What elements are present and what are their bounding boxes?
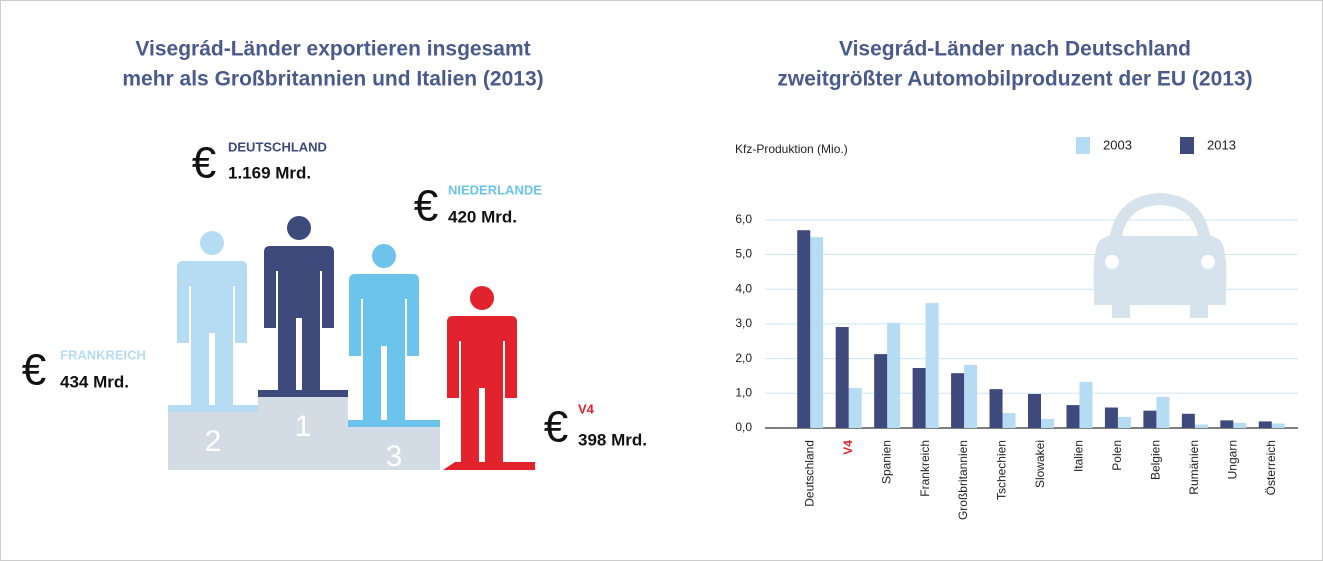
podium-top	[168, 405, 258, 412]
bar	[1028, 393, 1041, 428]
person-body	[349, 274, 419, 420]
podium-top	[348, 420, 440, 427]
x-tick-label: Polen	[1110, 440, 1124, 471]
currency: €	[544, 403, 568, 452]
person	[447, 286, 517, 462]
right-title: Visegrád-Länder nach Deutschland	[839, 38, 1191, 61]
bar	[797, 230, 811, 428]
person-body	[177, 261, 247, 405]
value-label: 1.169 Mrd.	[228, 163, 311, 182]
podium-block	[258, 390, 348, 470]
bar	[848, 388, 862, 428]
y-tick-label: 3,0	[735, 316, 752, 330]
legend-swatch	[1076, 137, 1090, 154]
podium-rank: 1	[295, 410, 312, 443]
currency: €	[22, 346, 46, 395]
bar	[989, 389, 1003, 428]
axis-label: Kfz-Produktion (Mio.)	[735, 142, 848, 156]
bar	[1066, 405, 1080, 428]
person	[264, 216, 334, 390]
x-tick-label: Spanien	[879, 440, 893, 484]
country-label: V4	[578, 401, 595, 416]
currency: €	[192, 139, 216, 188]
bar	[912, 367, 926, 428]
bar	[925, 303, 939, 428]
podium-block	[348, 420, 440, 470]
bar	[1104, 407, 1118, 428]
bar	[1220, 420, 1234, 428]
legend-label: 2003	[1103, 137, 1132, 152]
car-icon	[1093, 193, 1227, 318]
bar	[964, 364, 978, 428]
y-tick-label: 6,0	[735, 212, 752, 226]
podium-floor	[443, 462, 535, 470]
bar	[1143, 410, 1157, 428]
currency: €	[414, 182, 438, 231]
podium-top	[258, 390, 348, 397]
bar	[1233, 422, 1247, 428]
y-tick-label: 5,0	[735, 247, 752, 261]
bar	[810, 237, 824, 428]
person-head	[287, 216, 311, 240]
bar	[1041, 418, 1054, 428]
bar	[951, 373, 965, 428]
podium-rank: 2	[205, 425, 222, 458]
bar	[1194, 424, 1208, 428]
podium-block	[168, 405, 258, 470]
value-label: 434 Mrd.	[60, 372, 129, 391]
x-tick-label: Rumänien	[1187, 440, 1201, 495]
bar	[874, 354, 888, 428]
legend-label: 2013	[1207, 137, 1236, 152]
value-label: 420 Mrd.	[448, 207, 517, 226]
left-title: mehr als Großbritannien und Italien (201…	[122, 68, 543, 91]
country-label: DEUTSCHLAND	[228, 139, 327, 154]
x-tick-label: Belgien	[1149, 440, 1163, 480]
podium-rank: 3	[386, 440, 403, 473]
x-tick-label: Slowakei	[1033, 440, 1047, 488]
x-tick-label: Italien	[1072, 440, 1086, 472]
bar	[1079, 381, 1093, 428]
y-tick-label: 2,0	[735, 351, 752, 365]
x-tick-label: Deutschland	[802, 440, 816, 507]
person-head	[470, 286, 494, 310]
person-head	[200, 231, 224, 255]
person	[177, 231, 247, 405]
x-tick-label: Österreich	[1264, 440, 1278, 495]
legend-swatch	[1180, 137, 1194, 154]
x-tick-label: Tschechien	[995, 440, 1009, 500]
x-tick-label: Großbritannien	[956, 440, 970, 520]
bar	[1117, 416, 1131, 428]
country-label: FRANKREICH	[60, 347, 146, 362]
bar	[1002, 413, 1016, 428]
value-label: 398 Mrd.	[578, 430, 647, 449]
country-label: NIEDERLANDE	[448, 182, 542, 197]
bar	[1181, 413, 1195, 428]
bar	[835, 327, 849, 428]
y-tick-label: 1,0	[735, 385, 752, 399]
left-title: Visegrád-Länder exportieren insgesamt	[135, 38, 530, 61]
x-tick-label: Ungarn	[1225, 440, 1239, 479]
person-head	[372, 244, 396, 268]
x-tick-label: Frankreich	[918, 440, 932, 497]
y-tick-label: 4,0	[735, 281, 752, 295]
y-tick-label: 0,0	[735, 420, 752, 434]
bar	[1271, 423, 1285, 428]
person-body	[447, 316, 517, 462]
person-body	[264, 246, 334, 390]
right-title: zweitgrößter Automobilproduzent der EU (…	[777, 68, 1252, 91]
person	[349, 244, 419, 420]
x-tick-label: V4	[841, 440, 855, 455]
bar	[1156, 396, 1170, 428]
bar	[1258, 421, 1272, 428]
bar	[887, 322, 901, 428]
